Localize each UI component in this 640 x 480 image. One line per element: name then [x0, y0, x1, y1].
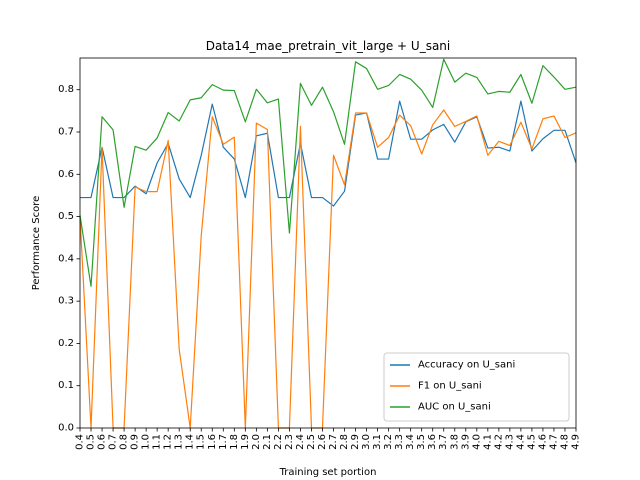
x-tick-label: 4.1	[482, 434, 493, 450]
x-tick-label: 3.7	[438, 434, 449, 450]
series-line-2	[79, 109, 577, 429]
y-tick-label: 0.7	[58, 127, 74, 138]
x-tick-label: 1.2	[163, 434, 174, 450]
x-tick-label: 2.9	[350, 434, 361, 450]
x-tick-label: 1.8	[229, 434, 240, 450]
x-tick-label: 1.3	[174, 434, 185, 450]
x-tick-label: 2.8	[339, 434, 350, 450]
y-tick-label: 0.1	[58, 380, 74, 391]
legend-box	[383, 352, 570, 422]
x-tick-label: 4.3	[504, 434, 515, 450]
x-tick-label: 2.3	[284, 434, 295, 450]
series-layer	[79, 58, 577, 429]
y-tick-label: 0.4	[58, 253, 74, 264]
x-tick-label: 1.0	[141, 434, 152, 450]
x-tick-label: 3.5	[416, 434, 427, 450]
x-tick-label: 2.2	[273, 434, 284, 450]
x-tick-label: 3.1	[372, 434, 383, 450]
x-tick-label: 3.4	[405, 434, 416, 450]
chart-title: Data14_mae_pretrain_vit_large + U_sani	[206, 39, 451, 53]
x-tick-label: 4.5	[526, 434, 537, 450]
x-tick-label: 1.5	[196, 434, 207, 450]
x-tick-label: 1.4	[185, 434, 196, 450]
x-tick-label: 2.6	[317, 434, 328, 450]
x-tick-label: 4.7	[548, 434, 559, 450]
x-tick-label: 3.3	[394, 434, 405, 450]
x-tick-label: 0.6	[97, 434, 108, 450]
legend-label-3: AUC on U_sani	[418, 402, 491, 413]
x-tick-label: 1.1	[152, 434, 163, 450]
x-tick-label: 0.8	[119, 434, 130, 450]
x-axis-label: Training set portion	[279, 467, 377, 478]
x-tick-label: 0.5	[86, 434, 97, 450]
y-tick-label: 0.5	[58, 211, 74, 222]
x-tick-label: 3.9	[460, 434, 471, 450]
x-tick-label: 3.8	[449, 434, 460, 450]
plot-frame	[79, 57, 577, 429]
x-tick-label: 2.4	[295, 434, 306, 450]
y-tick-label: 0.8	[58, 84, 74, 95]
x-tick-label: 2.7	[328, 434, 339, 450]
y-tick-label: 0.3	[58, 296, 74, 307]
x-tick-label: 0.7	[108, 434, 119, 450]
x-tick-label: 4.6	[537, 434, 548, 450]
x-tick-label: 2.1	[262, 434, 273, 450]
x-tick-label: 4.8	[559, 434, 570, 450]
y-tick-label: 0.0	[58, 423, 74, 434]
x-tick-label: 3.2	[383, 434, 394, 450]
x-tick-label: 0.9	[130, 434, 141, 450]
x-tick-label: 3.6	[427, 434, 438, 450]
x-tick-label: 2.0	[251, 434, 262, 450]
y-tick-label: 0.2	[58, 338, 74, 349]
legend-label-1: Accuracy on U_sani	[418, 360, 515, 371]
series-line-3	[79, 58, 577, 287]
legend: Accuracy on U_sani F1 on U_sani AUC on U_s…	[383, 352, 570, 422]
x-tick-label: 1.6	[207, 434, 218, 450]
y-tick-label: 0.6	[58, 169, 74, 180]
x-tick-label: 2.5	[306, 434, 317, 450]
series-line-1	[80, 100, 577, 207]
x-tick-label: 4.9	[571, 434, 582, 450]
x-tick-label: 0.4	[75, 434, 86, 450]
legend-label-2: F1 on U_sani	[418, 381, 482, 392]
x-tick-label: 3.0	[361, 434, 372, 450]
x-tick-label: 1.9	[240, 434, 251, 450]
x-tick-label: 4.4	[515, 434, 526, 450]
axes-layer: 0.4 0.5 0.6 0.7 0.8 0.9 1.0 1.1 1.2 1.3 1.4 1.5 1.6 1…	[58, 84, 581, 450]
x-tick-label: 1.7	[218, 434, 229, 450]
x-tick-label: 4.2	[493, 434, 504, 450]
y-axis-label: Performance Score	[31, 196, 42, 291]
x-tick-label: 4.0	[471, 434, 482, 450]
